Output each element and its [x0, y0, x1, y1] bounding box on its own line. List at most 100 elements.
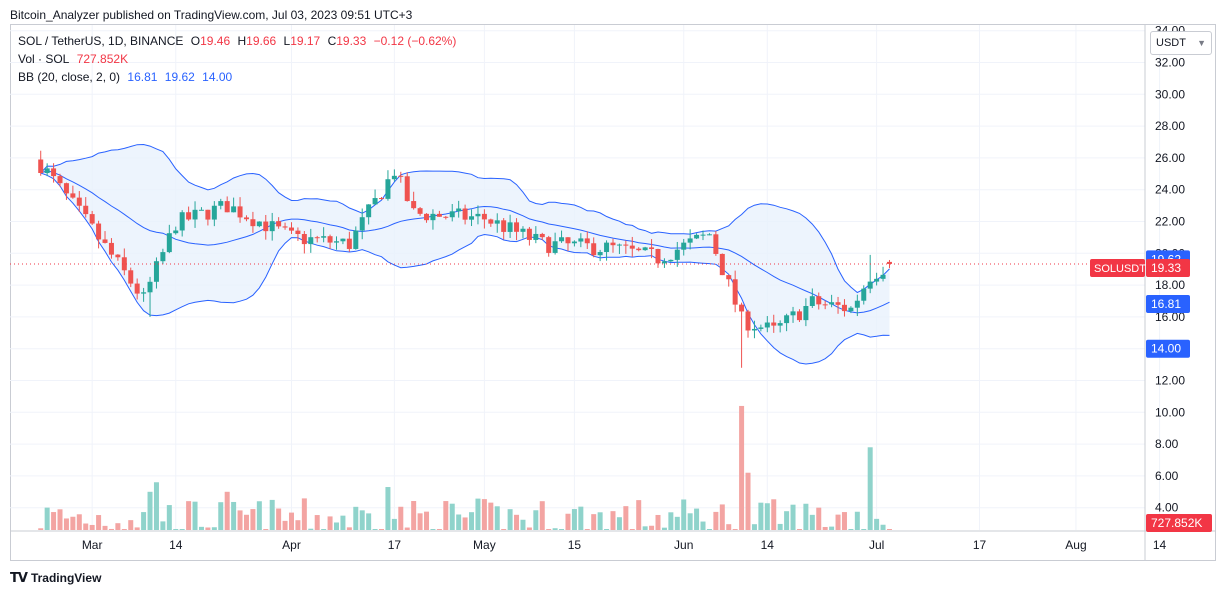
volume-bar [546, 529, 552, 530]
volume-bar [559, 529, 565, 530]
candle-body [134, 283, 140, 294]
volume-bar [134, 527, 140, 530]
candle-body [295, 230, 301, 234]
candle-body [276, 221, 282, 227]
bb-lower-value: 14.00 [202, 70, 233, 84]
candle-body [205, 209, 211, 220]
volume-bar [494, 506, 500, 530]
volume-bar [205, 527, 211, 530]
candle-body [539, 233, 545, 238]
candle-body [398, 175, 404, 177]
candle-body [674, 249, 680, 260]
volume-bar [346, 527, 352, 530]
volume-bar [51, 512, 57, 530]
open-value: 19.46 [200, 34, 231, 48]
volume-bar [758, 502, 764, 530]
candle-body [462, 208, 468, 220]
volume-bar [96, 515, 102, 530]
price-tick-label: 6.00 [1155, 469, 1179, 483]
volume-bar [102, 525, 108, 530]
candle-body [263, 221, 269, 232]
candle-body [546, 237, 552, 253]
candle-body [874, 278, 880, 282]
volume-bar [141, 512, 147, 530]
volume-bar [462, 517, 468, 530]
volume-bar [739, 405, 745, 530]
currency-selector[interactable]: USDT ▼ [1150, 31, 1212, 55]
bb-legend: BB (20, close, 2, 0) 16.81 19.62 14.00 [18, 70, 236, 84]
volume-bar [379, 529, 385, 530]
candle-body [732, 279, 738, 305]
volume-bar [578, 506, 584, 530]
candle-body [668, 259, 674, 262]
symbol-name[interactable]: SOL / TetherUS, 1D, BINANCE [18, 34, 184, 48]
tradingview-footer[interactable]: 𝗧𝗩 TradingView [10, 570, 101, 586]
candle-body [758, 327, 764, 329]
volume-bar [771, 499, 777, 530]
volume-bar [288, 512, 294, 530]
candle-body [636, 248, 642, 251]
candle-body [456, 208, 462, 212]
time-tick-label: 14 [169, 538, 183, 552]
price-tick-label: 22.00 [1155, 215, 1185, 229]
time-tick-label: Aug [1065, 538, 1086, 552]
volume-bar [835, 514, 841, 530]
price-tick-label: 10.00 [1155, 405, 1185, 419]
volume-bar [456, 514, 462, 530]
candle-body [771, 322, 777, 326]
volume-bar [263, 529, 269, 530]
candle-body [385, 179, 391, 199]
candle-body [269, 221, 275, 232]
price-tick-label: 8.00 [1155, 437, 1179, 451]
candle-body [475, 213, 481, 217]
candle-body [796, 311, 802, 321]
time-tick-label: May [473, 538, 496, 552]
bb-label[interactable]: BB (20, close, 2, 0) [18, 70, 121, 84]
volume-bar [63, 518, 69, 530]
candle-body [327, 236, 333, 243]
publish-header: Bitcoin_Analyzer published on TradingVie… [10, 8, 413, 22]
candle-body [51, 168, 57, 177]
volume-bar [745, 472, 751, 530]
volume-bar [121, 529, 127, 530]
price-tick-label: 28.00 [1155, 119, 1185, 133]
volume-value: 727.852K [76, 52, 129, 66]
candle-body [359, 217, 365, 231]
candle-body [880, 274, 886, 279]
candle-body [655, 248, 661, 264]
volume-bar [751, 524, 757, 530]
candle-body [366, 204, 372, 218]
time-tick-label: 17 [388, 538, 402, 552]
volume-bar [565, 513, 571, 530]
volume-bar [256, 501, 262, 530]
candle-body [835, 302, 841, 305]
last-price-badge-bg [1146, 258, 1190, 277]
candle-body [739, 304, 745, 312]
candle-body [822, 304, 828, 306]
candle-body [96, 223, 102, 240]
volume-bar [796, 529, 802, 530]
candle-body [841, 304, 847, 312]
volume-bar [237, 510, 243, 530]
candle-body [816, 296, 822, 305]
volume-bar [816, 507, 822, 530]
volume-bar [732, 529, 738, 530]
volume-bar [874, 518, 880, 530]
bollinger-upper-line [40, 143, 890, 294]
candle-body [764, 322, 770, 328]
candle-body [173, 230, 179, 234]
volume-bar [153, 482, 159, 530]
chart-frame[interactable] [10, 24, 1216, 561]
candle-body [89, 214, 95, 224]
candle-body [288, 227, 294, 231]
volume-bar [822, 526, 828, 530]
candle-body [751, 328, 757, 331]
candle-body [115, 254, 121, 258]
volume-bar [649, 525, 655, 530]
candle-body [321, 236, 327, 238]
symbol-badge-bg [1090, 258, 1145, 277]
time-tick-label: 14 [1153, 538, 1167, 552]
volume-bar [501, 529, 507, 530]
volume-label[interactable]: Vol · SOL [18, 52, 70, 66]
